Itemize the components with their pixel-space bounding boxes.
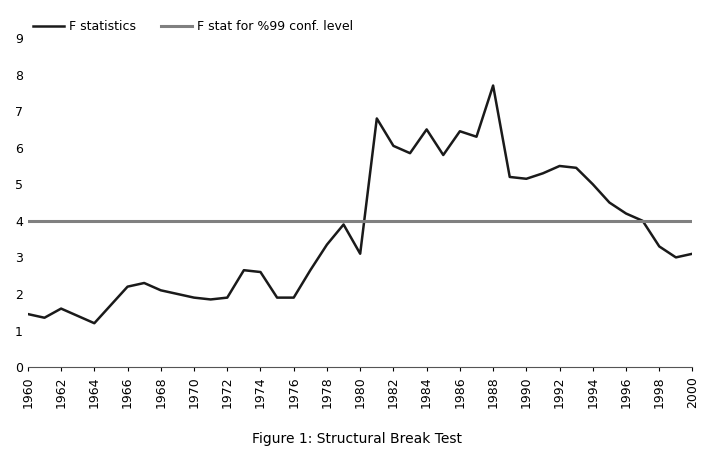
Line: F statistics: F statistics xyxy=(28,86,693,323)
F statistics xyxy=(373,116,381,121)
F statistics xyxy=(489,83,498,88)
F statistics xyxy=(472,134,481,140)
F statistics xyxy=(190,295,198,300)
F statistics xyxy=(638,218,647,224)
F statistics xyxy=(306,267,315,273)
F statistics xyxy=(538,171,547,176)
F statistics xyxy=(688,251,697,256)
F statistics xyxy=(439,152,448,158)
Text: Figure 1: Structural Break Test: Figure 1: Structural Break Test xyxy=(252,432,462,446)
F statistics xyxy=(555,163,564,169)
F statistics xyxy=(423,127,431,132)
F statistics xyxy=(522,176,531,181)
F statistics xyxy=(106,302,115,308)
Legend: F statistics, F stat for %99 conf. level: F statistics, F stat for %99 conf. level xyxy=(28,15,358,38)
F statistics xyxy=(389,143,398,148)
F statistics xyxy=(57,306,66,311)
F statistics xyxy=(40,315,49,320)
F statistics xyxy=(506,174,514,180)
F statistics xyxy=(323,242,331,248)
F statistics xyxy=(456,129,464,134)
F statistics xyxy=(672,255,680,260)
F statistics xyxy=(406,150,414,156)
F statistics xyxy=(273,295,281,300)
F statistics xyxy=(256,269,265,274)
F statistics xyxy=(572,165,580,171)
F statistics xyxy=(605,200,614,205)
F statistics xyxy=(240,267,248,273)
F statistics xyxy=(124,284,132,289)
F statistics xyxy=(655,244,663,249)
F statistics xyxy=(223,295,231,300)
F statistics xyxy=(622,211,630,216)
F statistics xyxy=(24,311,32,317)
F statistics xyxy=(140,280,149,286)
F statistics xyxy=(206,297,215,302)
F statistics xyxy=(588,181,597,187)
F statistics xyxy=(90,320,99,326)
F statistics xyxy=(74,313,82,319)
F statistics xyxy=(156,288,165,293)
F statistics xyxy=(356,251,364,256)
F statistics xyxy=(173,291,181,297)
F statistics xyxy=(339,222,348,227)
F statistics xyxy=(289,295,298,300)
